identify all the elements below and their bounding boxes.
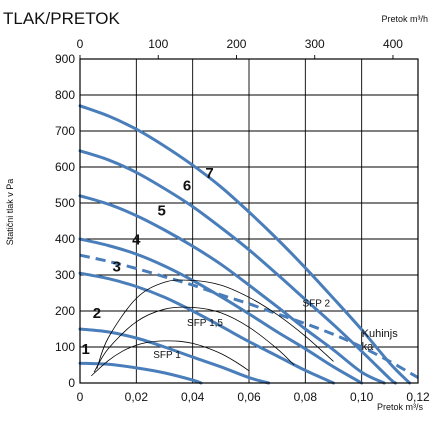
y-tick-label: 0 — [68, 376, 75, 390]
series-line-5 — [78, 194, 386, 385]
plot-frame — [79, 58, 419, 384]
series-line-kuhinjska — [79, 253, 419, 379]
x-tick-label: 0,04 — [181, 390, 205, 404]
series-line-7 — [78, 104, 412, 385]
x2-tick-label: 200 — [226, 37, 246, 51]
y-tick-label: 300 — [55, 268, 75, 282]
y-axis-label: Statični tlak v Pa — [5, 179, 15, 246]
annotation-kuhinjska: ka — [362, 341, 375, 353]
y-tick-label: 700 — [55, 124, 75, 138]
curve-label-2: 2 — [93, 305, 101, 322]
x-tick-label: 0,08 — [294, 390, 318, 404]
x2-tick-label: 0 — [77, 37, 84, 51]
x-tick-label: 0,06 — [237, 390, 261, 404]
x-tick-label: 0 — [77, 390, 84, 404]
series-line-sfp-1-5 — [93, 306, 295, 373]
y-tick-label: 900 — [55, 52, 75, 66]
x2-tick-label: 400 — [383, 37, 403, 51]
y-tick-label: 600 — [55, 160, 75, 174]
curve-label-7: 7 — [205, 165, 213, 182]
chart-title: TLAK/PRETOK — [3, 9, 120, 28]
y-tick-label: 800 — [55, 88, 75, 102]
x-tick-label: 0,12 — [406, 390, 430, 404]
series-line-sfp-2 — [96, 279, 334, 369]
series — [78, 104, 419, 385]
y-tick-label: 200 — [55, 304, 75, 318]
series-line-6 — [78, 149, 397, 385]
x-tick-label: 0,10 — [350, 390, 374, 404]
y-tick-label: 500 — [55, 196, 75, 210]
series-line-2 — [78, 327, 271, 385]
series-line-3 — [78, 271, 335, 385]
annotation-kuhinjska: Kuhinjs — [362, 328, 399, 340]
series-line-1 — [78, 361, 203, 385]
curve-label-1: 1 — [81, 341, 89, 358]
x-tick-label: 0,02 — [125, 390, 149, 404]
series-line-sfp-1 — [91, 340, 250, 377]
curve-label-5: 5 — [158, 203, 166, 220]
curve-label-3: 3 — [112, 258, 120, 275]
top-axis-label: Pretok m³/h — [381, 14, 428, 24]
sfp-label: SFP 1 — [153, 350, 181, 361]
bottom-axis-label: Pretok m³/s — [377, 402, 424, 412]
x2-tick-label: 300 — [305, 37, 325, 51]
curve-label-6: 6 — [183, 177, 191, 194]
y-tick-label: 400 — [55, 232, 75, 246]
y-tick-label: 100 — [55, 340, 75, 354]
sfp-label: SFP 2 — [303, 299, 331, 310]
series-line-4 — [78, 237, 364, 385]
sfp-label: SFP 1,5 — [187, 318, 223, 329]
x2-tick-label: 100 — [148, 37, 168, 51]
curve-label-4: 4 — [132, 231, 141, 248]
